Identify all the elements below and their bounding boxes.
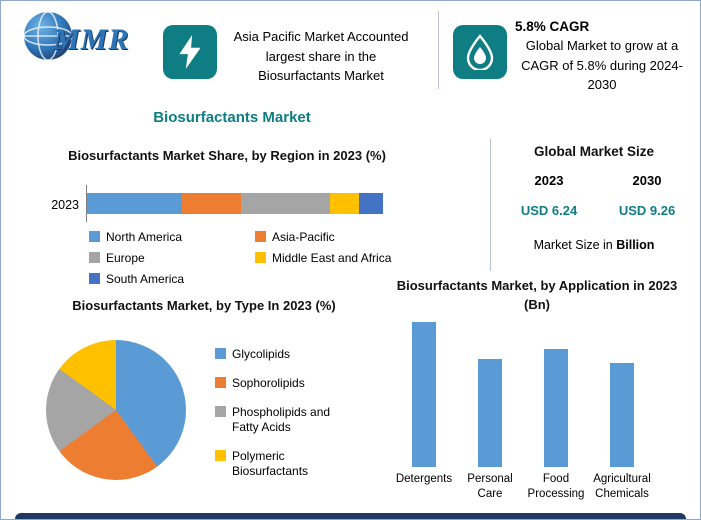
legend-label: Phospholipids and Fatty Acids [232,405,331,434]
legend-label: Polymeric Biosurfactants [232,449,309,478]
section-divider [490,139,491,271]
region-stacked-bar [87,193,383,214]
legend-swatch [215,450,226,461]
application-bar-column-personal-care: Personal Care [457,307,523,502]
lightning-icon [179,35,201,69]
legend-swatch [89,252,100,263]
header-divider [438,11,439,89]
right-callout: 5.8% CAGR Global Market to grow at a CAG… [515,19,689,95]
legend-swatch [255,231,266,242]
cagr-text: Global Market to grow at a CAGR of 5.8% … [521,38,683,92]
market-size-year-left: 2023 [534,173,564,188]
mmr-logo: MMR [21,9,151,79]
application-bar-label: Agricultural Chemicals [593,473,651,500]
region-legend-item-asia-pacific: Asia-Pacific [255,230,413,245]
type-legend-item-glycolipids: Glycolipids [215,347,357,362]
bar-area [610,307,634,467]
region-segment-north-america [87,193,182,214]
drop-icon-tile [453,25,507,79]
type-legend-item-sophorolipids: Sophorolipids [215,376,357,391]
region-legend-item-south-america: South America [89,272,247,287]
region-legend-item-north-america: North America [89,230,247,245]
region-legend-item-europe: Europe [89,251,247,266]
lightning-icon-tile [163,25,217,79]
type-legend: Glycolipids Sophorolipids Phospholipids an… [215,347,357,493]
application-bar-column-food-processing: Food Processing [523,307,589,502]
application-bar-column-agricultural-chemicals: Agricultural Chemicals [589,307,655,502]
drop-icon [466,34,494,70]
application-bars: Detergents Personal Care Food Processing Ag… [391,307,655,502]
market-size-title: Global Market Size [533,144,655,159]
region-legend-item-middle-east-and-africa: Middle East and Africa [255,251,413,266]
market-size-note-prefix: Market Size in [533,238,617,252]
globe-icon [23,11,73,61]
market-size-value-right: USD 9.26 [618,203,676,218]
application-bar-label: Food Processing [527,473,585,500]
market-size-note-bold: Billion [616,238,655,252]
region-segment-asia-pacific [181,193,241,214]
application-bar-detergents [412,322,436,467]
region-segment-middle-east-and-africa [329,193,360,214]
cagr-title: 5.8% CAGR [515,19,590,34]
legend-label: Middle East and Africa [272,251,392,265]
legend-label: Glycolipids [232,347,291,361]
legend-swatch [215,406,226,417]
region-segment-south-america [359,193,383,214]
region-axis-line [86,185,87,222]
application-bar-label: Personal Care [467,473,513,500]
legend-swatch [215,377,226,388]
application-bar-personal-care [478,359,502,467]
application-bar-column-detergents: Detergents [391,307,457,502]
legend-label: Asia-Pacific [272,230,335,244]
region-axis-year: 2023 [51,198,79,212]
page-title: Biosurfactants Market [153,109,311,126]
market-size-value-left: USD 6.24 [520,203,578,218]
bar-area [412,307,436,467]
type-legend-item-phospholipids-and-fatty-acids: Phospholipids and Fatty Acids [215,405,357,435]
type-chart-title: Biosurfactants Market, by Type In 2023 (… [72,298,336,313]
logo-text: MMR [53,23,130,56]
region-segment-europe [240,193,330,214]
region-chart-title: Biosurfactants Market Share, by Region i… [68,148,386,163]
application-chart-title: Biosurfactants Market, by Application in… [396,278,678,312]
legend-swatch [89,273,100,284]
legend-swatch [255,252,266,263]
legend-swatch [215,348,226,359]
type-legend-item-polymeric-biosurfactants: Polymeric Biosurfactants [215,449,357,479]
legend-swatch [89,231,100,242]
left-callout-text: Asia Pacific Market Accounted largest sh… [233,29,409,83]
application-bar-food-processing [544,349,568,467]
legend-label: North America [106,230,183,244]
bar-area [544,307,568,467]
market-size-year-right: 2030 [632,173,662,188]
type-pie-chart [46,340,186,480]
legend-label: Europe [106,251,145,265]
region-legend: North America Asia-Pacific Europe Middle Ea… [89,230,419,287]
legend-label: South America [106,272,185,286]
application-bar-agricultural-chemicals [610,363,634,467]
footer-bar [15,513,686,519]
application-bar-label: Detergents [395,473,453,485]
bar-area [478,307,502,467]
legend-label: Sophorolipids [232,376,305,390]
market-size-note: Market Size in Billion [496,238,692,252]
